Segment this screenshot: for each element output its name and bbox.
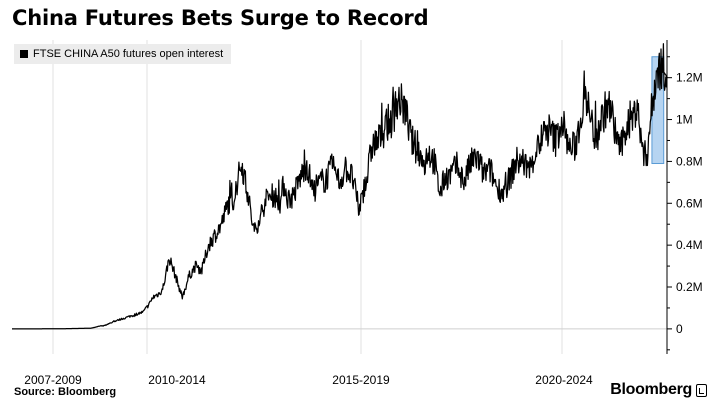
x-tick-label-0: 2007-2009: [24, 373, 82, 387]
x-axis-labels: 2007-2009 2010-2014 2015-2019 2020-2024: [24, 373, 593, 387]
legend: FTSE CHINA A50 futures open interest: [14, 44, 232, 64]
y-tick-label-0: 1.2M: [676, 71, 703, 85]
legend-label: FTSE CHINA A50 futures open interest: [33, 48, 224, 60]
bloomberg-logo-icon: [696, 383, 707, 397]
y-axis-ticks: [667, 56, 672, 351]
chart-title: China Futures Bets Surge to Record: [12, 6, 429, 30]
legend-swatch: [20, 50, 28, 58]
x-tick-label-2: 2015-2019: [332, 373, 390, 387]
y-axis-labels: 1.2M 1M 0.8M 0.6M 0.4M 0.2M 0: [676, 71, 703, 336]
y-tick-label-4: 0.4M: [676, 238, 703, 252]
brand-name: Bloomberg: [610, 381, 692, 398]
gridlines: [52, 40, 563, 354]
source-note: Source: Bloomberg: [14, 386, 117, 398]
y-tick-label-1: 1M: [676, 113, 693, 127]
y-tick-label-2: 0.8M: [676, 154, 703, 168]
y-tick-label-5: 0.2M: [676, 280, 703, 294]
y-tick-label-6: 0: [676, 322, 683, 336]
series-line-open-interest: [11, 43, 668, 330]
bloomberg-logo: Bloomberg: [610, 381, 707, 399]
x-tick-label-3: 2020-2024: [535, 373, 593, 387]
x-tick-label-1: 2010-2014: [148, 373, 206, 387]
y-tick-label-3: 0.6M: [676, 196, 703, 210]
